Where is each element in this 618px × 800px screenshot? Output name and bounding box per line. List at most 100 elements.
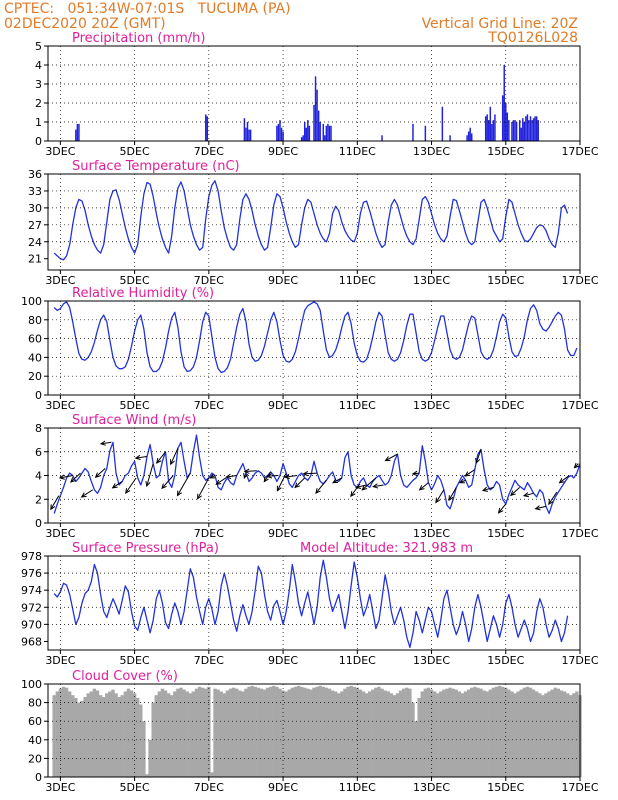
precip-bar (508, 120, 510, 141)
cloud-bar (176, 688, 180, 777)
wind-arrow (302, 471, 318, 477)
panel-pressure: 968 970 972 974 976 978 3DEC 5DEC 7DEC 9DEC 11DEC 1… (21, 541, 599, 667)
wind-arrow-shaft (226, 475, 237, 478)
cloud-bar (265, 687, 270, 777)
precip-bar (492, 120, 495, 141)
x-tick-label: 13DEC (413, 274, 450, 287)
wind-arrow-shaft (482, 486, 494, 492)
wind-arrow-head (418, 485, 425, 491)
cloud-bar (95, 690, 100, 777)
panel-cloud: 0 20 40 60 80 100 3DEC 5DEC 7DEC 9DEC 11DEC 13DEC 15… (21, 669, 599, 794)
cloud-bar (200, 687, 205, 777)
header-model-code: TQ0126L028 (487, 30, 578, 46)
wind-arrow-head (384, 456, 391, 462)
x-tick-label: 7DEC (194, 145, 224, 158)
y-tick-label: 20 (28, 370, 42, 383)
precip-bar (76, 123, 79, 141)
cloud-bar (327, 688, 332, 777)
wind-arrow-head (283, 473, 290, 480)
wind-arrow-head (361, 485, 368, 491)
cloud-bar (479, 688, 483, 777)
cloud-bar (67, 691, 72, 777)
cloud-bar (442, 689, 446, 777)
y-tick-label: 0 (35, 517, 42, 530)
cloud-bar (485, 691, 489, 777)
cloud-bar (389, 693, 394, 777)
x-tick-label: 15DEC (487, 399, 524, 412)
cloud-bar (510, 691, 514, 777)
rh-series-line (53, 301, 578, 374)
precip-bar (279, 120, 281, 141)
x-tick-label: 7DEC (194, 781, 224, 794)
wind-arrow-head (263, 476, 269, 483)
cloud-bar (402, 688, 406, 777)
cloud-bar (272, 685, 276, 777)
cloud-bar (231, 687, 236, 777)
precip-panel-title: Precipitation (mm/h) (72, 31, 205, 46)
x-tick-label: 15DEC (487, 654, 524, 667)
cloud-bar (309, 689, 313, 777)
cloud-bar (371, 689, 375, 777)
wind-arrow (80, 489, 94, 498)
wind-arrow-head (99, 440, 106, 446)
wind-arrow (170, 447, 179, 466)
precip-bar (325, 125, 328, 141)
cloud-bar (513, 693, 517, 777)
cloud-bar (182, 689, 186, 777)
cloud-panel-title: Cloud Cover (%) (72, 669, 178, 684)
x-tick-label: 3DEC (45, 274, 75, 287)
cloud-bar (330, 690, 335, 777)
y-tick-label: 8 (35, 422, 42, 435)
cloud-bar (114, 693, 118, 777)
wind-arrow (225, 473, 237, 480)
cloud-bar (207, 686, 211, 777)
y-tick-label: 0 (35, 771, 42, 784)
x-tick-label: 11DEC (339, 145, 376, 158)
cloud-bar (550, 689, 554, 777)
y-tick-label: 100 (21, 295, 42, 308)
wind-arrow-shaft (70, 472, 81, 483)
wind-arrow-shaft (350, 487, 358, 497)
wind-arrow-head (94, 472, 101, 478)
wind-arrow-shaft (95, 468, 106, 478)
precip-bar (328, 125, 331, 141)
precip-bar (303, 122, 306, 141)
cloud-bar (476, 687, 480, 777)
x-tick-label: 3DEC (45, 145, 75, 158)
cloud-bar (179, 687, 183, 777)
wind-arrow-shaft (50, 495, 60, 510)
pressure-panel-title: Surface Pressure (hPa) (72, 541, 219, 556)
wind-arrow-head (134, 454, 141, 461)
cloud-bar (470, 687, 474, 777)
wind-arrow-shaft (177, 472, 191, 496)
precip-bar (317, 110, 320, 141)
y-tick-label: 60 (28, 715, 42, 728)
wind-arrow-shaft (385, 453, 398, 461)
wind-arrow-head (411, 470, 418, 476)
cloud-bar (108, 691, 112, 777)
cloud-bar (535, 691, 539, 777)
cloud-bar (154, 695, 158, 777)
cloud-bar (358, 689, 363, 777)
cloud-bar (528, 687, 533, 777)
wind-arrow-shaft (356, 484, 367, 488)
cloud-bar (516, 691, 520, 777)
cloud-bar (228, 688, 233, 777)
rh-panel-title: Relative Humidity (%) (72, 286, 214, 301)
cloud-bar (259, 688, 264, 777)
wind-arrow-shaft (498, 503, 507, 514)
wind-arrow-shaft (361, 477, 377, 491)
cloud-bar (423, 688, 428, 777)
wind-arrow (197, 477, 210, 500)
wind-arrow (355, 483, 367, 489)
x-tick-label: 13DEC (413, 399, 450, 412)
x-tick-label: 5DEC (120, 399, 150, 412)
wind-arrow-shaft (559, 475, 570, 484)
cloud-bar (185, 691, 189, 777)
cloud-bar (92, 688, 97, 777)
cloud-bar (439, 691, 443, 777)
y-tick-label: 972 (21, 601, 42, 614)
cloud-bar (398, 690, 403, 777)
x-tick-label: 13DEC (413, 527, 450, 540)
y-tick-label: 4 (35, 470, 42, 483)
